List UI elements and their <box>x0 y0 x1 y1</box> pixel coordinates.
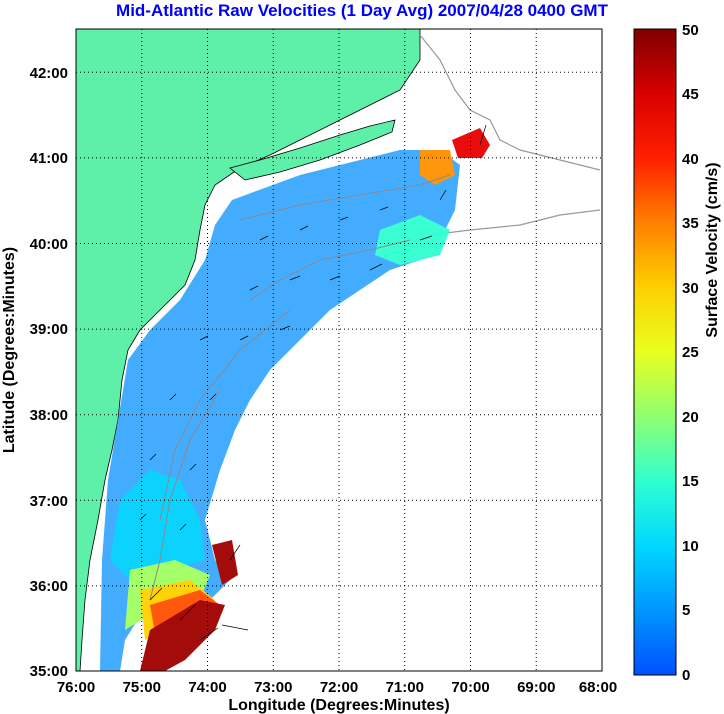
plot-border <box>75 28 603 672</box>
colorbar-tick-label: 0 <box>682 667 690 684</box>
colorbar-tick-label: 50 <box>682 22 699 39</box>
colorbar-tick-label: 10 <box>682 538 699 555</box>
map-title: Mid-Atlantic Raw Velocities (1 Day Avg) … <box>116 1 608 20</box>
x-tick-label: 72:00 <box>320 679 358 696</box>
colorbar-tick-label: 5 <box>682 602 690 619</box>
y-tick-label: 40:00 <box>30 236 68 253</box>
y-tick-label: 42:00 <box>30 65 68 82</box>
velocity-field <box>100 128 490 671</box>
velocity-arrows <box>139 124 487 641</box>
x-tick-label: 69:00 <box>517 679 555 696</box>
colorbar-tick-label: 20 <box>682 409 699 426</box>
y-tick-label: 41:00 <box>30 150 68 167</box>
x-tick-label: 71:00 <box>386 679 424 696</box>
colorbar-tick-label: 30 <box>682 280 699 297</box>
x-tick-label: 70:00 <box>451 679 489 696</box>
colorbar-tick-label: 25 <box>682 344 699 361</box>
y-tick-label: 39:00 <box>30 321 68 338</box>
y-tick-label: 37:00 <box>30 493 68 510</box>
colorbar-label: Surface Velocity (cm/s) <box>704 162 721 337</box>
x-tick-label: 73:00 <box>254 679 292 696</box>
land-mass <box>76 29 421 671</box>
x-tick-label: 75:00 <box>123 679 161 696</box>
x-tick-label: 74:00 <box>188 679 226 696</box>
colorbar <box>633 28 677 676</box>
bathymetry-contours <box>149 174 451 601</box>
x-axis-label: Longitude (Degrees:Minutes) <box>228 697 449 714</box>
x-tick-label: 76:00 <box>57 679 95 696</box>
colorbar-tick-label: 45 <box>682 86 699 103</box>
long-island <box>229 119 396 181</box>
x-tick-label: 68:00 <box>579 679 617 696</box>
colorbar-ticks: 50 45 40 35 30 25 20 15 10 5 0 <box>682 22 699 684</box>
y-axis-label: Latitude (Degrees:Minutes) <box>1 247 18 453</box>
colorbar-tick-label: 15 <box>682 473 699 490</box>
x-axis-ticks: 76:00 75:00 74:00 73:00 72:00 71:00 70:0… <box>57 679 617 696</box>
y-axis-ticks: 42:00 41:00 40:00 39:00 38:00 37:00 36:0… <box>30 65 68 680</box>
y-tick-label: 35:00 <box>30 663 68 680</box>
colorbar-tick-label: 40 <box>682 151 699 168</box>
colorbar-tick-label: 35 <box>682 215 699 232</box>
y-tick-label: 38:00 <box>30 407 68 424</box>
new-england-coast <box>419 34 601 236</box>
y-tick-label: 36:00 <box>30 578 68 595</box>
